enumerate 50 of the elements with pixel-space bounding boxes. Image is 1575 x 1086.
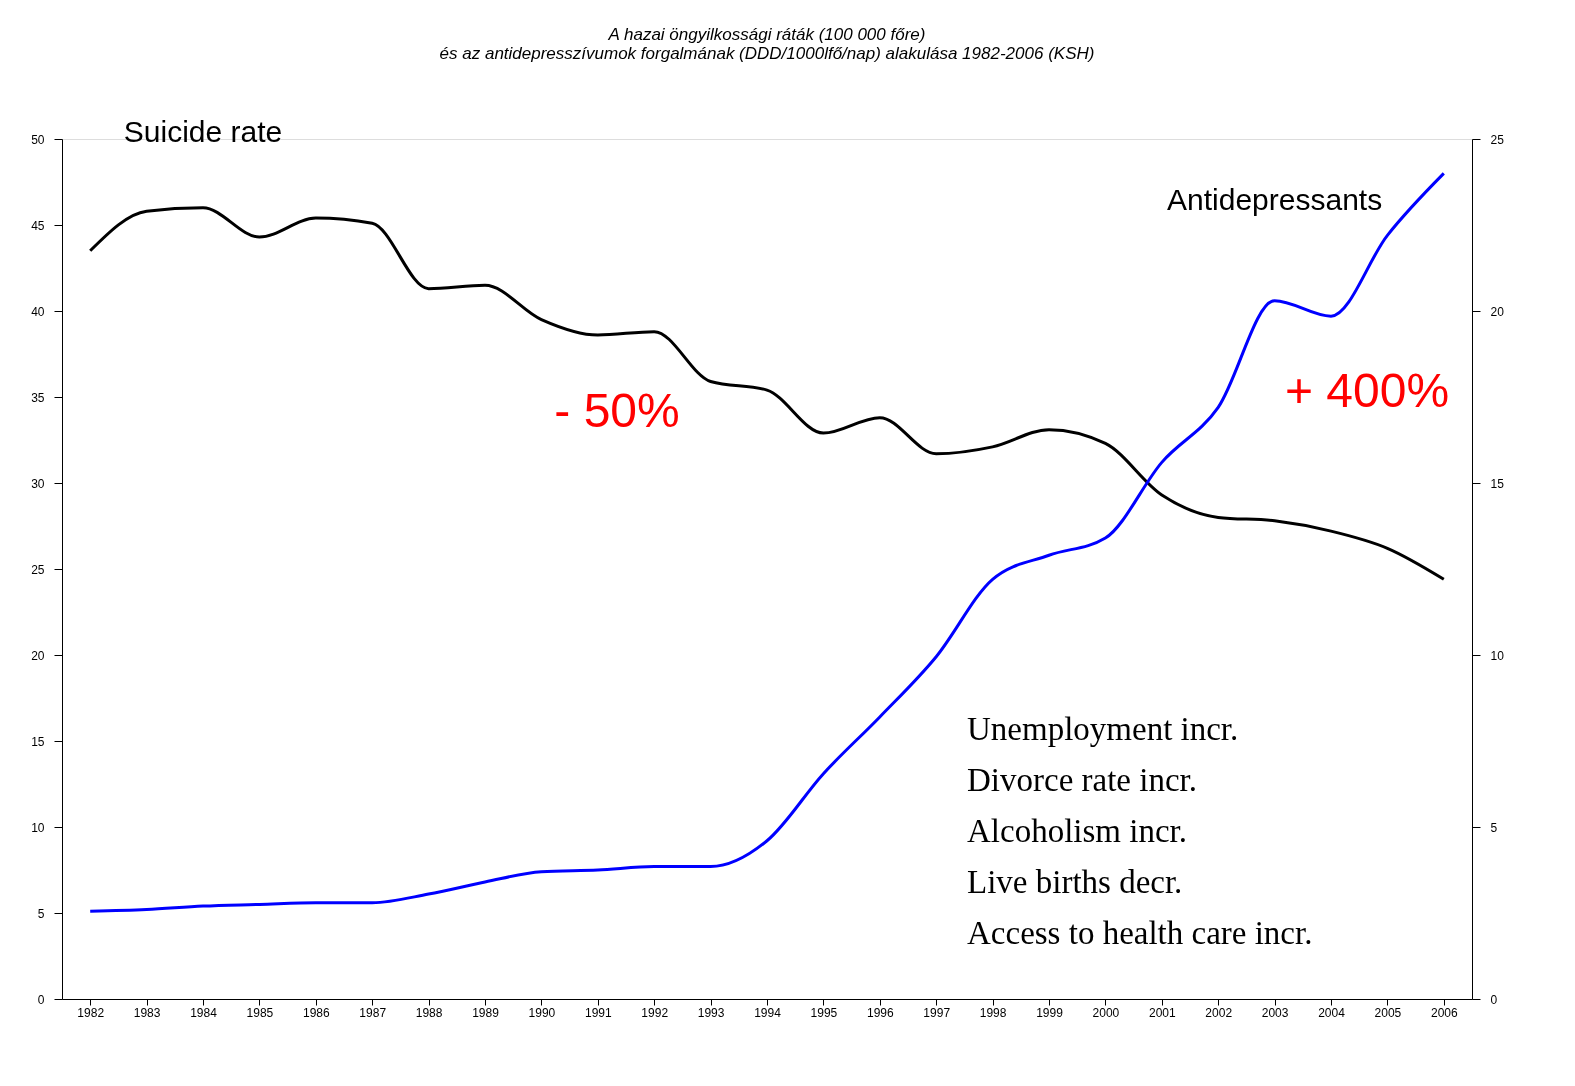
x-tick-label: 2004 (1318, 1005, 1346, 1020)
x-tick-label: 1997 (923, 1005, 951, 1020)
y2-tick-label: 10 (1490, 648, 1505, 663)
y2-tick-label: 20 (1490, 304, 1505, 319)
x-tick-label: 1988 (415, 1005, 443, 1020)
x-tick-label: 2005 (1374, 1005, 1402, 1020)
y-tick-label: 15 (31, 734, 45, 749)
x-tick-label: 1986 (302, 1005, 330, 1020)
y-tick-label: 45 (31, 218, 45, 233)
x-tick-label: 1984 (190, 1005, 218, 1020)
y2-tick-label: 25 (1490, 132, 1505, 147)
x-tick-label: 1987 (359, 1005, 387, 1020)
x-tick-label: 1982 (77, 1005, 105, 1020)
text: A hazai öngyilkossági ráták (100 000 főre) (608, 24, 926, 44)
x-tick-label: 2000 (1092, 1005, 1120, 1020)
y2-tick-label: 5 (1490, 820, 1498, 835)
y2-tick-label: 0 (1490, 992, 1498, 1007)
x-tick-label: 1992 (641, 1005, 669, 1020)
x-tick-label: 2002 (1205, 1005, 1233, 1020)
annotation: + 400% (1284, 364, 1450, 417)
y-tick-label: 25 (31, 562, 45, 577)
x-tick-label: 1991 (584, 1005, 612, 1020)
line-series (88, 171, 1446, 913)
x-tick-label: 1983 (133, 1005, 161, 1020)
x-tick-label: 1996 (866, 1005, 894, 1020)
annotation: - 50% (554, 384, 680, 437)
y-tick-label: 0 (37, 992, 45, 1007)
x-tick-label: 2001 (1148, 1005, 1176, 1020)
x-tick-label: 1990 (528, 1005, 556, 1020)
x-tick-label: 1998 (979, 1005, 1007, 1020)
series-label: Antidepressants (1167, 182, 1383, 216)
x-tick-label: 1999 (1036, 1005, 1064, 1020)
y-tick-label: 40 (31, 304, 45, 319)
x-tick-label: 2006 (1430, 1005, 1458, 1020)
text: és az antidepresszívumok forgalmának (DDD/1000lfő/nap) alakulása 1982-2006 (KSH) (439, 43, 1095, 63)
y-tick-label: 20 (31, 648, 45, 663)
text: Suicide rate (123, 114, 283, 148)
y-tick-label: 10 (31, 820, 45, 835)
x-tick-label: 1994 (754, 1005, 782, 1020)
x-tick-label: 1985 (246, 1005, 274, 1020)
x-tick-label: 1995 (810, 1005, 838, 1020)
y-tick-label: 30 (31, 476, 45, 491)
y-tick-label: 50 (31, 132, 45, 147)
y2-tick-label: 15 (1490, 476, 1505, 491)
x-tick-label: 1989 (472, 1005, 500, 1020)
annotation: Unemployment incr. Divorce rate incr. Alcoholism incr. Live births decr. Access to health care incr. (967, 711, 1313, 951)
x-tick-label: 1993 (697, 1005, 725, 1020)
y-tick-label: 5 (37, 906, 45, 921)
y-tick-label: 35 (31, 390, 45, 405)
x-tick-label: 2003 (1261, 1005, 1289, 1020)
